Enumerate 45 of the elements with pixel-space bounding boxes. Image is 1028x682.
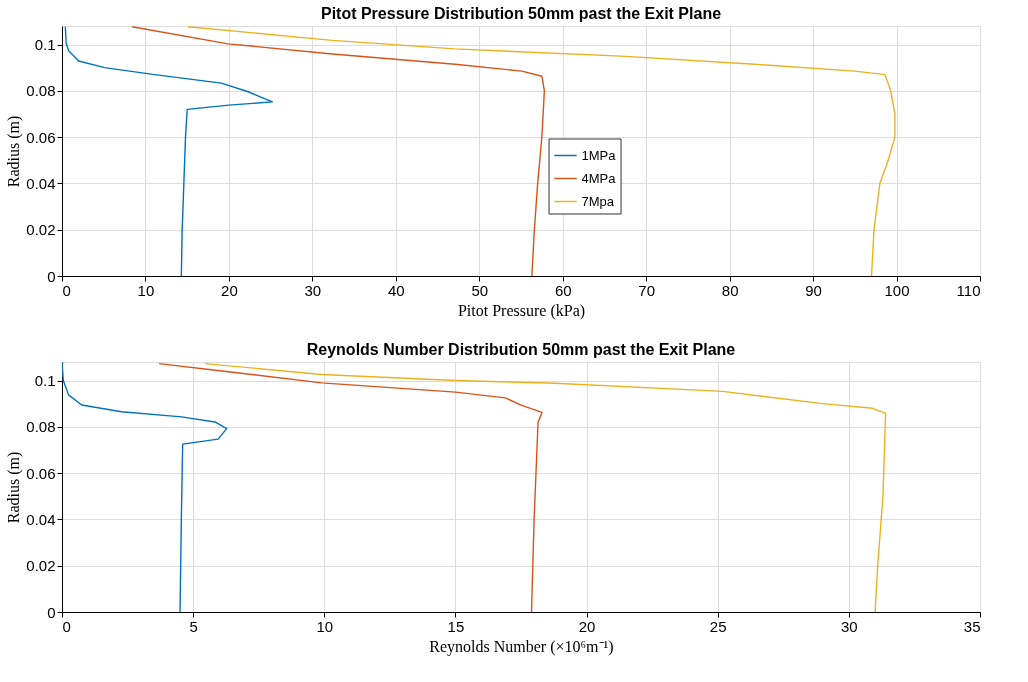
x-tick-label: 10 (137, 281, 155, 299)
line-series (131, 26, 546, 276)
x-tick-label: 100 (884, 281, 910, 299)
chart-title: Reynolds Number Distribution 50mm past the Exit Plane (306, 341, 736, 358)
y-tick-label: 0 (47, 267, 56, 285)
x-tick-label: 70 (638, 281, 656, 299)
y-tick-label: 0.08 (26, 418, 56, 436)
x-tick-label: 35 (963, 617, 981, 635)
legend-label: 4MPa (581, 170, 617, 186)
x-tick-label: 30 (304, 281, 322, 299)
x-tick-label: 90 (805, 281, 822, 299)
x-tick-label: 0 (62, 281, 71, 299)
x-tick-label: 50 (471, 281, 489, 299)
y-tick-label: 0.04 (26, 174, 56, 192)
y-tick-label: 0.06 (26, 464, 56, 482)
x-axis-title: Reynolds Number (×10⁶m⁻¹) (429, 637, 614, 656)
y-tick-label: 0.1 (34, 372, 56, 390)
y-tick-label: 0.08 (26, 82, 56, 100)
y-tick-label: 0 (47, 603, 56, 621)
line-series (204, 362, 887, 612)
x-axis-title: Pitot Pressure (kPa) (457, 301, 586, 320)
x-tick-label: 20 (578, 617, 596, 635)
chart-title: Pitot Pressure Distribution 50mm past the Exit Plane (320, 5, 722, 22)
y-axis-title: Radius (m) (5, 115, 24, 188)
x-tick-label: 30 (841, 617, 858, 635)
y-tick-label: 0.1 (34, 36, 56, 54)
line-series (158, 362, 543, 612)
y-tick-label: 0.02 (26, 557, 56, 575)
y-tick-label: 0.06 (26, 128, 56, 146)
x-tick-label: 110 (956, 281, 981, 299)
y-axis-title: Radius (m) (5, 451, 24, 524)
x-tick-label: 25 (709, 617, 727, 635)
x-tick-label: 0 (62, 617, 71, 635)
y-tick-label: 0.02 (26, 221, 56, 239)
legend-label: 1MPa (581, 147, 617, 163)
x-tick-label: 15 (447, 617, 465, 635)
y-tick-label: 0.04 (26, 510, 56, 528)
x-tick-label: 5 (189, 617, 198, 635)
x-tick-label: 40 (387, 281, 405, 299)
line-series (187, 26, 896, 276)
legend-label: 7Mpa (581, 193, 615, 209)
x-tick-label: 60 (554, 281, 572, 299)
x-tick-label: 80 (721, 281, 739, 299)
x-tick-label: 20 (221, 281, 238, 299)
x-tick-label: 10 (316, 617, 334, 635)
